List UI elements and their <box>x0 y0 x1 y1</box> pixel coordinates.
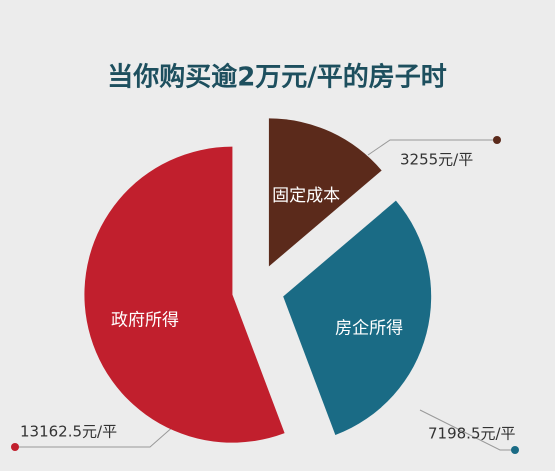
slice-label: 政府所得 <box>111 311 179 331</box>
value-label: 3255元/平 <box>400 151 473 169</box>
leaders <box>11 136 519 454</box>
pie-slice <box>283 200 432 435</box>
leader-line <box>15 424 176 448</box>
leader-dot <box>11 443 19 451</box>
leader-line <box>419 409 515 451</box>
leader-dot <box>511 446 519 454</box>
value-label: 7198.5元/平 <box>428 425 516 443</box>
pie-slice <box>268 118 382 267</box>
slice-label: 房企所得 <box>335 319 403 339</box>
value-label: 13162.5元/平 <box>20 423 117 441</box>
slice-label: 固定成本 <box>272 186 340 206</box>
leader-line <box>367 139 497 156</box>
pie-slice <box>84 146 285 443</box>
chart-title: 当你购买逾2万元/平的房子时 <box>107 62 447 93</box>
leader-dot <box>493 136 501 144</box>
